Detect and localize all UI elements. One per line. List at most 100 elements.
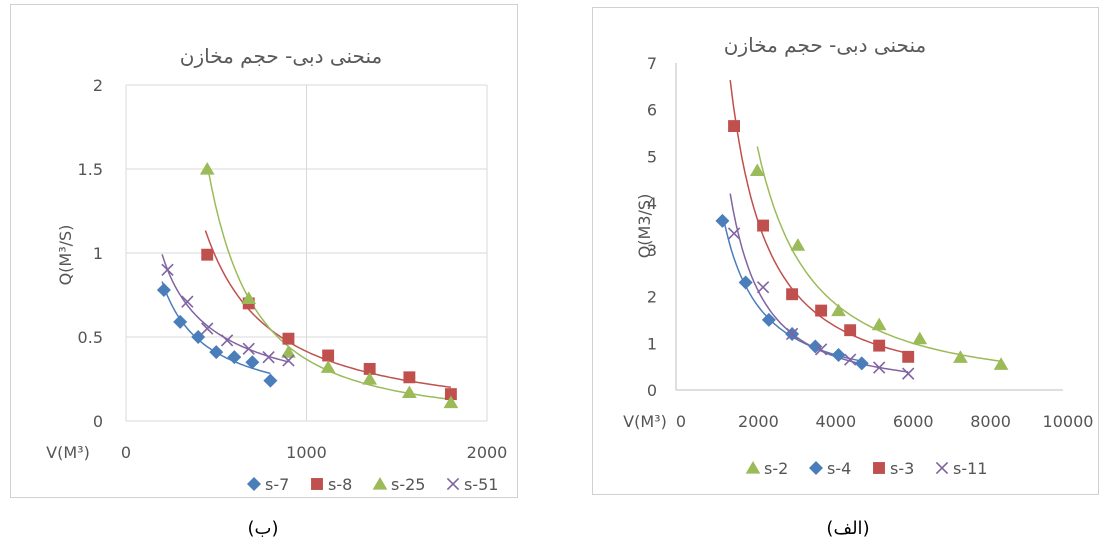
x-tick-label: 6000	[893, 412, 934, 431]
y-tick-label: 2	[647, 288, 657, 307]
legend-marker-s-3	[873, 462, 885, 474]
data-point	[201, 248, 214, 261]
series-s-8	[201, 248, 457, 401]
data-point	[245, 355, 260, 370]
legend-label: s-3	[890, 459, 914, 478]
data-point	[403, 371, 416, 384]
data-point	[322, 349, 335, 362]
data-point	[282, 354, 295, 367]
y-tick-label: 6	[647, 101, 657, 120]
series-s-3	[728, 120, 915, 363]
y-tick-label: 1.5	[78, 160, 103, 179]
data-point	[790, 238, 806, 251]
y-tick-label: 1	[93, 244, 103, 263]
legend-label: s-51	[464, 475, 498, 494]
legend-label: s-11	[953, 459, 987, 478]
data-point	[854, 356, 869, 371]
data-point	[727, 227, 741, 240]
y-tick-label: 1	[647, 334, 657, 353]
y-tick-label: 0	[647, 381, 657, 400]
series-s-25	[199, 162, 459, 409]
data-point	[728, 120, 740, 133]
data-point	[902, 350, 915, 363]
data-point	[444, 388, 457, 401]
legend-entry: s-25	[372, 475, 425, 494]
data-point	[363, 362, 376, 375]
data-point	[227, 350, 242, 365]
data-point	[181, 295, 194, 308]
series-s-11	[727, 227, 915, 380]
legend-marker-s-8	[311, 478, 323, 490]
data-point	[738, 275, 753, 290]
caption-b: (ب)	[247, 518, 279, 539]
data-point	[814, 343, 828, 356]
data-point	[220, 334, 234, 347]
data-point	[756, 281, 770, 294]
data-point	[242, 342, 255, 355]
data-point	[993, 357, 1009, 370]
legend-entry: s-51	[446, 475, 498, 494]
data-point	[785, 327, 799, 341]
data-point	[902, 367, 915, 380]
x-tick-label: 4000	[815, 412, 856, 431]
data-point	[831, 347, 846, 362]
data-point	[831, 303, 846, 317]
data-point	[362, 372, 378, 385]
chart-b-svg: 0 0.5 1 1.5 2 0 1000 2000 منحنی دبی- حجم مخازن Q(…	[46, 44, 508, 494]
x-tick-label: 1000	[286, 443, 327, 462]
data-point	[808, 339, 823, 354]
legend-entry: s-11	[935, 459, 987, 478]
legend-label: s-8	[328, 475, 352, 494]
data-point	[843, 353, 857, 366]
data-point	[199, 162, 215, 175]
data-point	[263, 373, 278, 388]
chart-a-svg: 0 1 2 3 4 5 6 7 0 2000 4000 6000 8000 10000 منحنی دبی-…	[623, 33, 1094, 478]
y-tick-label: 5	[647, 147, 657, 166]
data-point	[761, 312, 776, 327]
legend-entry: s-8	[311, 475, 352, 494]
data-point	[262, 350, 275, 364]
x-axis-title: V(M³)	[46, 443, 90, 462]
legend-label: s-7	[265, 475, 289, 494]
data-point	[320, 360, 336, 373]
legend-marker-s-7	[247, 477, 261, 491]
legend-label: s-2	[764, 459, 788, 478]
data-point	[209, 345, 224, 360]
data-point	[757, 219, 770, 232]
data-point	[156, 282, 171, 297]
data-point	[173, 314, 188, 329]
y-axis-title: Q(M³/S)	[56, 225, 75, 286]
series-s-7	[156, 282, 278, 388]
y-tick-label: 3	[647, 241, 657, 260]
legend-label: s-25	[391, 475, 425, 494]
data-point	[873, 361, 886, 374]
legend-label: s-4	[827, 459, 851, 478]
legend-marker-s-25	[372, 477, 388, 490]
series-s-51	[161, 263, 295, 367]
x-tick-label: 10000	[1043, 412, 1094, 431]
y-axis-title: Q(M3/S)	[635, 194, 654, 259]
trendline-s-51	[161, 254, 289, 363]
y-tick-label: 0	[93, 412, 103, 431]
data-point	[402, 385, 417, 399]
chart-panel-a: 0 1 2 3 4 5 6 7 0 2000 4000 6000 8000 10000 منحنی دبی-…	[592, 7, 1099, 495]
y-tick-label: 0.5	[78, 328, 103, 347]
x-axis-title: V(M³)	[623, 412, 667, 431]
x-tick-label: 2000	[467, 443, 508, 462]
legend-entry: s-7	[247, 475, 289, 494]
data-point	[844, 324, 857, 337]
x-tick-label: 2000	[738, 412, 779, 431]
data-point	[281, 345, 296, 358]
legend-entry: s-2	[745, 459, 788, 478]
data-point	[201, 322, 214, 335]
series-s-2	[749, 163, 1009, 370]
legend-entry: s-4	[809, 459, 851, 478]
data-point	[241, 291, 257, 304]
chart-title: منحنی دبی- حجم مخازن	[180, 44, 382, 68]
data-point	[715, 213, 730, 228]
data-point	[443, 395, 459, 409]
legend-marker-s-4	[809, 461, 823, 475]
data-point	[873, 339, 886, 352]
legend-marker-s-51	[446, 477, 460, 491]
data-point	[786, 288, 799, 301]
